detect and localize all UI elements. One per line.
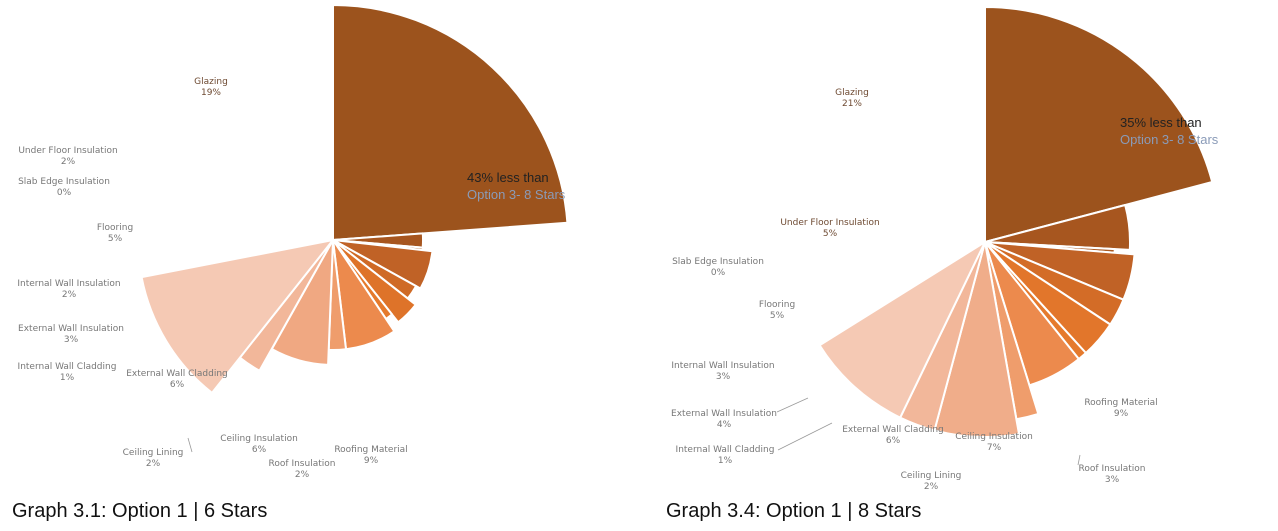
slice-value-ceiling-lining: 2% — [924, 482, 939, 492]
slice-label-flooring: Flooring — [759, 300, 795, 310]
comparison-note-line2: Option 3- 8 Stars — [1120, 132, 1219, 147]
slice-label-internal-wall-insulation: Internal Wall Insulation — [671, 361, 774, 371]
leader-line-roof-insulation — [1077, 454, 1081, 466]
slice-label-roof-insulation: Roof Insulation — [269, 459, 336, 469]
slice-value-flooring: 5% — [108, 234, 123, 244]
slice-label-ceiling-insulation: Ceiling Insulation — [955, 432, 1033, 442]
slice-value-internal-wall-insulation: 2% — [62, 290, 77, 300]
slice-label-under-floor-insulation: Under Floor Insulation — [780, 218, 879, 228]
slice-label-under-floor-insulation: Under Floor Insulation — [18, 146, 117, 156]
slice-label-glazing: Glazing — [194, 77, 228, 87]
slice-glazing — [984, 6, 1214, 243]
slice-value-roof-insulation: 3% — [1105, 475, 1120, 485]
slice-value-external-wall-insulation: 4% — [717, 420, 732, 430]
slice-value-flooring: 5% — [770, 311, 785, 321]
slice-value-under-floor-insulation: 5% — [823, 229, 838, 239]
slice-label-external-wall-cladding: External Wall Cladding — [126, 369, 228, 379]
slice-label-slab-edge-insulation: Slab Edge Insulation — [672, 257, 764, 267]
chart-2-caption: Graph 3.4: Option 1 | 8 Stars — [666, 500, 922, 522]
slice-value-internal-wall-cladding: 1% — [718, 456, 733, 466]
slice-label-external-wall-insulation: External Wall Insulation — [671, 409, 777, 419]
slice-value-external-wall-cladding: 6% — [886, 436, 901, 446]
slice-label-flooring: Flooring — [97, 223, 133, 233]
slice-glazing — [332, 4, 569, 241]
slice-label-internal-wall-cladding: Internal Wall Cladding — [18, 362, 117, 372]
slice-value-ceiling-lining: 2% — [146, 459, 161, 469]
slice-label-internal-wall-cladding: Internal Wall Cladding — [676, 445, 775, 455]
slice-value-ceiling-insulation: 7% — [987, 443, 1002, 453]
slice-value-ceiling-insulation: 6% — [252, 445, 267, 455]
slice-label-slab-edge-insulation: Slab Edge Insulation — [18, 177, 110, 187]
slice-label-roofing-material: Roofing Material — [1084, 398, 1157, 408]
slice-label-external-wall-insulation: External Wall Insulation — [18, 324, 124, 334]
comparison-note-line1: 43% less than — [467, 170, 549, 185]
leader-line-internal-wall-cladding — [777, 422, 833, 451]
slice-value-internal-wall-insulation: 3% — [716, 372, 731, 382]
slice-label-ceiling-insulation: Ceiling Insulation — [220, 434, 298, 444]
slice-label-ceiling-lining: Ceiling Lining — [123, 448, 184, 458]
slice-value-external-wall-cladding: 6% — [170, 380, 185, 390]
leader-line-ceiling-lining — [187, 437, 193, 453]
slice-under-floor-insulation — [984, 204, 1132, 251]
slice-value-internal-wall-cladding: 1% — [60, 373, 75, 383]
slice-roofing-material — [818, 241, 986, 419]
comparison-note-line1: 35% less than — [1120, 115, 1202, 130]
slice-value-roofing-material: 9% — [364, 456, 379, 466]
slice-external-wall-insulation — [332, 239, 417, 324]
slice-value-roof-insulation: 2% — [295, 470, 310, 480]
slice-value-glazing: 19% — [201, 88, 221, 98]
slice-value-glazing: 21% — [842, 99, 862, 109]
slice-flooring — [332, 239, 434, 290]
slice-label-glazing: Glazing — [835, 88, 869, 98]
slice-roofing-material — [140, 239, 334, 394]
slice-label-external-wall-cladding: External Wall Cladding — [842, 425, 944, 435]
slice-value-slab-edge-insulation: 0% — [57, 188, 72, 198]
slice-value-roofing-material: 9% — [1114, 409, 1129, 419]
chart-1-caption: Graph 3.1: Option 1 | 6 Stars — [12, 500, 268, 522]
leader-line-external-wall-insulation — [776, 397, 809, 413]
slice-value-slab-edge-insulation: 0% — [711, 268, 726, 278]
slice-value-external-wall-insulation: 3% — [64, 335, 79, 345]
slice-label-roofing-material: Roofing Material — [334, 445, 407, 455]
slice-label-internal-wall-insulation: Internal Wall Insulation — [17, 279, 120, 289]
slice-label-roof-insulation: Roof Insulation — [1079, 464, 1146, 474]
slice-label-ceiling-lining: Ceiling Lining — [901, 471, 962, 481]
slice-value-under-floor-insulation: 2% — [61, 157, 76, 167]
comparison-note-line2: Option 3- 8 Stars — [467, 187, 566, 202]
